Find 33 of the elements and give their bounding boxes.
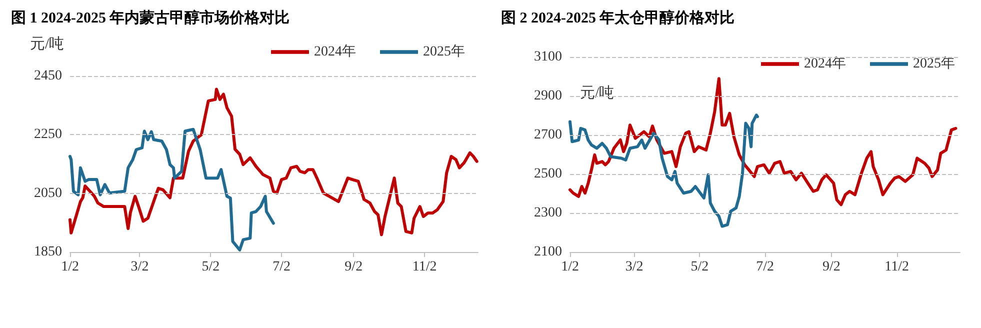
y-tick-label: 3100 — [534, 50, 562, 64]
y-tick-label: 2700 — [534, 128, 562, 142]
legend-label: 2025年 — [913, 56, 955, 72]
x-tick-label: 1/2 — [61, 260, 79, 274]
y-tick-label: 2500 — [534, 166, 562, 182]
y-tick-label: 2450 — [34, 68, 62, 84]
chart-title: 图 2 2024-2025 年太仓甲醇价格对比 — [501, 10, 735, 26]
x-tick-label: 7/2 — [756, 260, 774, 274]
x-tick-label: 5/2 — [690, 260, 709, 274]
y-tick-label: 2900 — [534, 88, 562, 104]
x-tick-label: 11/2 — [412, 260, 437, 274]
y-tick-label: 2300 — [534, 206, 562, 220]
line-series — [68, 88, 478, 236]
x-tick-label: 11/2 — [884, 260, 909, 274]
x-tick-label: 9/2 — [344, 260, 363, 274]
y-tick-label: 1850 — [34, 244, 62, 260]
x-tick-label: 1/2 — [561, 260, 579, 274]
y-axis-title: 元/吨 — [30, 36, 64, 52]
legend-label: 2025年 — [423, 44, 465, 60]
y-tick-label: 2050 — [34, 186, 62, 201]
x-tick-label: 7/2 — [272, 260, 290, 274]
x-tick-label: 3/2 — [130, 260, 149, 274]
x-tick-label: 3/2 — [625, 260, 644, 274]
line-series — [568, 77, 958, 206]
line-series — [568, 114, 759, 228]
chart-title: 图 1 2024-2025 年内蒙古甲醇市场价格对比 — [11, 8, 290, 26]
legend-label: 2024年 — [804, 56, 846, 72]
line-series — [68, 128, 275, 252]
x-tick-label: 9/2 — [822, 260, 840, 274]
x-tick-label: 5/2 — [202, 260, 220, 274]
y-tick-label: 2100 — [534, 244, 562, 260]
y-tick-label: 2250 — [34, 127, 62, 142]
legend-label: 2024年 — [314, 44, 356, 60]
